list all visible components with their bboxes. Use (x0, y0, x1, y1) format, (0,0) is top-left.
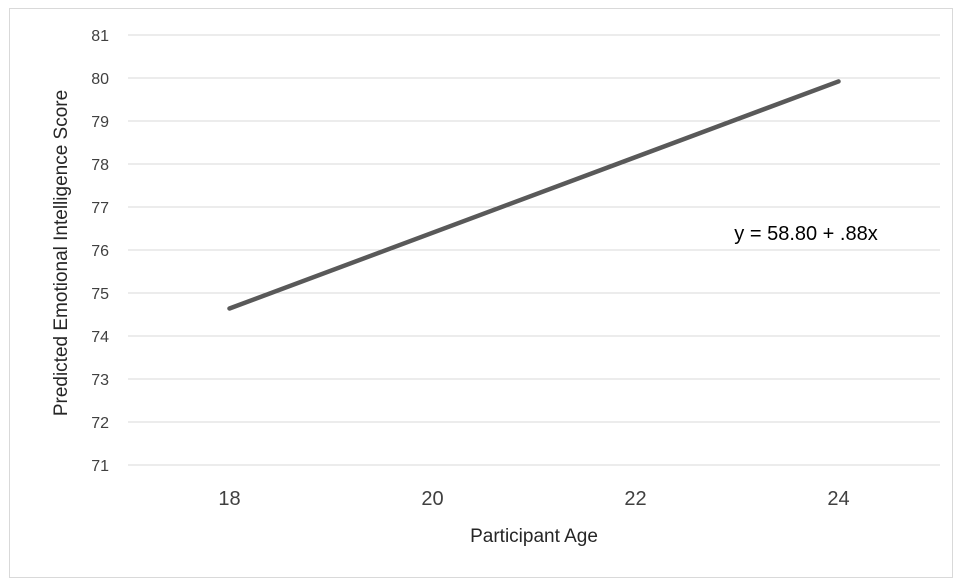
x-tick-label: 18 (218, 488, 240, 510)
y-tick-label: 74 (91, 329, 109, 346)
y-tick-label: 80 (91, 71, 109, 88)
y-tick-label: 79 (91, 114, 109, 131)
y-tick-label: 76 (91, 243, 109, 260)
gridlines (128, 34, 940, 423)
y-tick-label: 78 (91, 157, 109, 174)
regression-line (227, 79, 841, 311)
y-tick-label: 72 (91, 415, 109, 432)
x-axis-title: Participant Age (470, 526, 598, 547)
y-tick-label: 73 (91, 372, 109, 389)
regression-equation-annotation: y = 58.80 + .88x (734, 223, 877, 245)
x-tick-label: 24 (827, 488, 849, 510)
y-tick-label: 75 (91, 286, 109, 303)
x-axis-tick-labels: 18 20 22 24 (218, 488, 849, 510)
series-group (227, 79, 841, 311)
x-tick-label: 22 (624, 488, 646, 510)
x-tick-label: 20 (421, 488, 443, 510)
y-tick-label: 77 (91, 200, 109, 217)
y-axis-tick-labels: 71 72 73 74 75 76 77 78 79 80 81 (91, 28, 109, 475)
y-tick-label: 81 (91, 28, 109, 45)
y-axis-title: Predicted Emotional Intelligence Score (51, 90, 72, 416)
y-tick-label: 71 (91, 458, 109, 475)
